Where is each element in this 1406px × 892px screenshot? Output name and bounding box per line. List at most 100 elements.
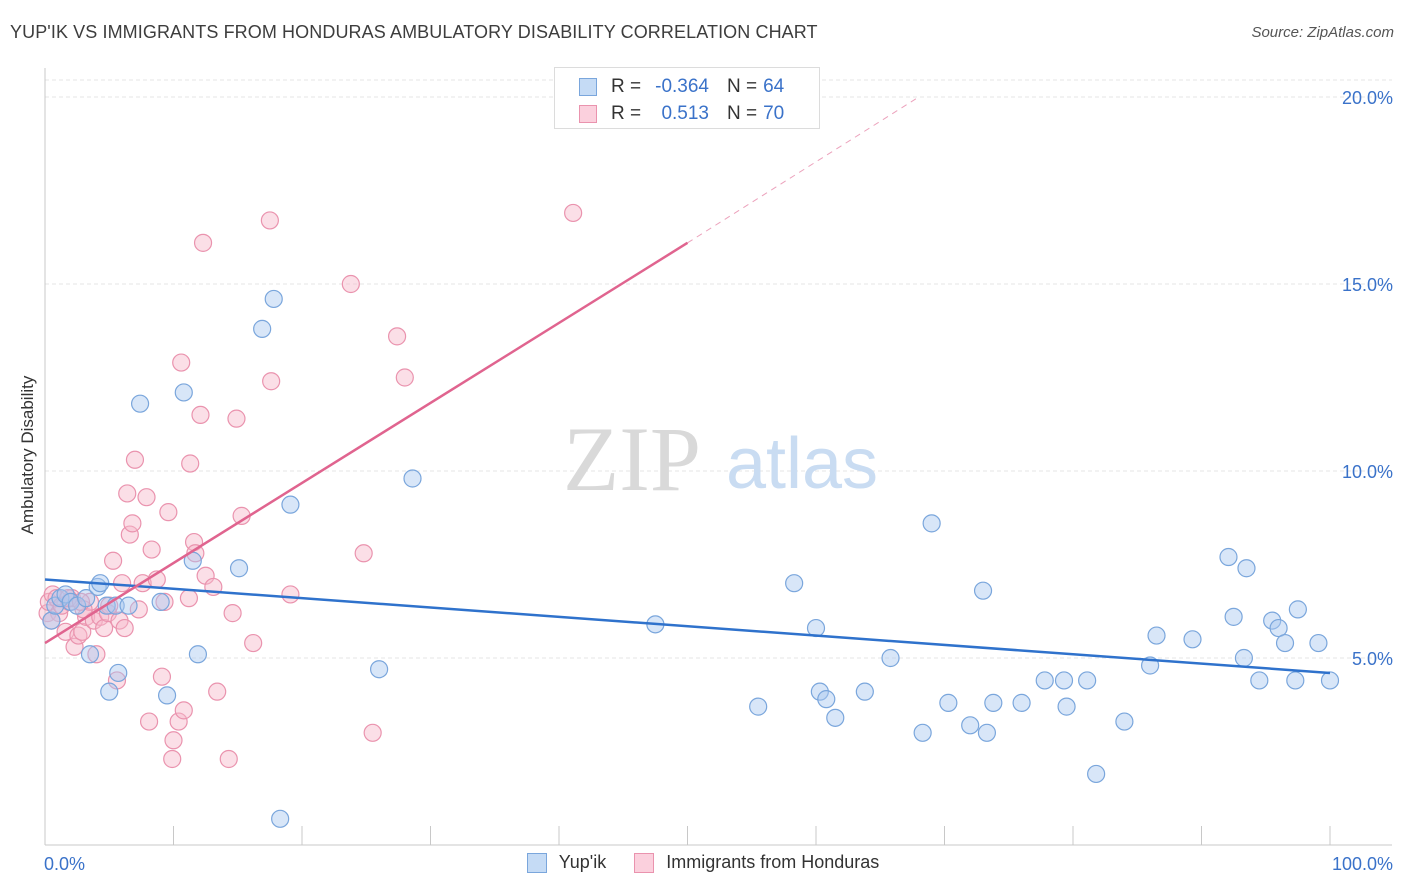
legend-swatch-honduras — [634, 852, 655, 873]
y-tick-label: 10.0% — [1342, 462, 1393, 482]
y-tick-label: 20.0% — [1342, 88, 1393, 108]
data-point-honduras — [152, 667, 172, 686]
data-point-yupik — [1263, 611, 1282, 630]
y-tick-label: 5.0% — [1352, 649, 1393, 669]
data-point-yupik — [1237, 559, 1256, 578]
data-point-yupik — [109, 663, 128, 683]
data-point-yupik — [151, 592, 170, 612]
trend-lines — [44, 96, 1331, 675]
x-tick-label: 0.0% — [44, 854, 85, 874]
data-point-honduras — [193, 233, 213, 252]
watermark-atlas: atlas — [726, 424, 878, 504]
data-point-yupik — [1250, 671, 1269, 690]
data-point-yupik — [826, 708, 845, 727]
data-point-yupik — [281, 495, 300, 514]
data-point-honduras — [227, 409, 246, 428]
data-point-yupik — [913, 723, 932, 742]
series-legend: Yup'ik Immigrants from Honduras — [0, 852, 1406, 873]
stats-legend: R = -0.364 N = 64 R = 0.513 N = 70 — [554, 67, 820, 129]
data-point-honduras — [208, 682, 227, 701]
data-point-honduras — [341, 274, 360, 294]
legend-label-yupik: Yup'ik — [558, 852, 607, 872]
data-point-yupik — [1309, 633, 1328, 653]
data-point-yupik — [1078, 671, 1097, 690]
data-point-honduras — [179, 589, 199, 608]
data-point-yupik — [785, 574, 804, 593]
data-point-yupik — [157, 686, 177, 705]
data-point-honduras — [181, 454, 200, 473]
data-point-honduras — [139, 712, 159, 731]
n-label: N = — [727, 76, 758, 97]
data-point-yupik — [42, 611, 61, 630]
data-point-yupik — [271, 809, 290, 828]
data-point-yupik — [749, 697, 768, 716]
n-value: 64 — [763, 76, 785, 97]
data-point-yupik — [77, 589, 96, 608]
legend-label-honduras: Immigrants from Honduras — [666, 852, 880, 872]
data-point-honduras — [129, 600, 148, 619]
r-label: R = — [611, 103, 642, 124]
data-point-honduras — [354, 544, 373, 563]
data-point-yupik — [188, 645, 208, 664]
n-value: 70 — [763, 103, 785, 124]
data-point-yupik — [1269, 618, 1288, 638]
data-point-honduras — [104, 551, 123, 570]
y-axis-label: Ambulatory Disability — [18, 375, 37, 535]
data-point-yupik — [939, 693, 958, 712]
data-point-honduras — [120, 525, 139, 544]
data-point-honduras — [115, 618, 134, 638]
legend-item-honduras[interactable]: Immigrants from Honduras — [634, 852, 879, 873]
data-point-yupik — [961, 716, 980, 735]
data-point-yupik — [229, 559, 249, 578]
data-point-honduras — [169, 712, 188, 731]
data-point-honduras — [172, 353, 191, 372]
data-point-yupik — [1087, 764, 1106, 784]
data-point-honduras — [262, 372, 281, 391]
data-point-yupik — [1147, 626, 1166, 645]
data-point-yupik — [977, 723, 997, 742]
data-point-honduras — [395, 368, 414, 387]
tick-labels: 5.0% 10.0% 15.0% 20.0% 0.0% 100.0% — [44, 88, 1393, 874]
data-point-honduras — [73, 622, 92, 641]
data-point-yupik — [973, 581, 993, 600]
data-point-yupik — [1115, 712, 1134, 731]
data-point-honduras — [191, 405, 210, 424]
stats-row-honduras: R = 0.513 N = 70 — [579, 101, 784, 127]
data-point-yupik — [1275, 633, 1295, 653]
data-point-yupik — [1224, 607, 1243, 626]
data-point-yupik — [1012, 693, 1031, 712]
series-yupik-points — [42, 289, 1340, 828]
data-point-yupik — [817, 690, 836, 709]
data-point-honduras — [95, 618, 114, 638]
legend-item-yupik[interactable]: Yup'ik — [526, 852, 607, 873]
data-point-yupik — [1183, 630, 1202, 649]
data-point-honduras — [125, 450, 145, 469]
data-point-honduras — [387, 327, 407, 346]
data-point-yupik — [1057, 697, 1076, 716]
data-point-honduras — [174, 701, 193, 720]
axes — [44, 68, 1392, 846]
data-point-honduras — [260, 211, 279, 230]
data-point-honduras — [112, 574, 132, 593]
r-value: -0.364 — [655, 76, 709, 97]
data-point-honduras — [142, 540, 161, 559]
data-point-honduras — [223, 604, 242, 623]
data-point-honduras — [118, 484, 137, 503]
stats-row-yupik: R = -0.364 N = 64 — [579, 74, 784, 100]
data-point-honduras — [87, 645, 106, 664]
watermark-zip: ZIP — [563, 408, 701, 510]
data-point-honduras — [564, 203, 583, 223]
data-point-yupik — [100, 682, 119, 701]
data-point-yupik — [855, 682, 874, 701]
data-point-honduras — [137, 488, 156, 507]
legend-swatch-yupik — [579, 78, 597, 96]
data-point-honduras — [244, 633, 263, 653]
data-point-yupik — [1288, 600, 1307, 619]
data-point-honduras — [163, 749, 182, 769]
data-point-honduras — [65, 637, 84, 656]
r-value: 0.513 — [661, 103, 709, 124]
data-point-yupik — [174, 383, 193, 402]
data-point-yupik — [1234, 648, 1254, 668]
n-label: N = — [727, 103, 758, 124]
data-point-yupik — [881, 648, 900, 668]
